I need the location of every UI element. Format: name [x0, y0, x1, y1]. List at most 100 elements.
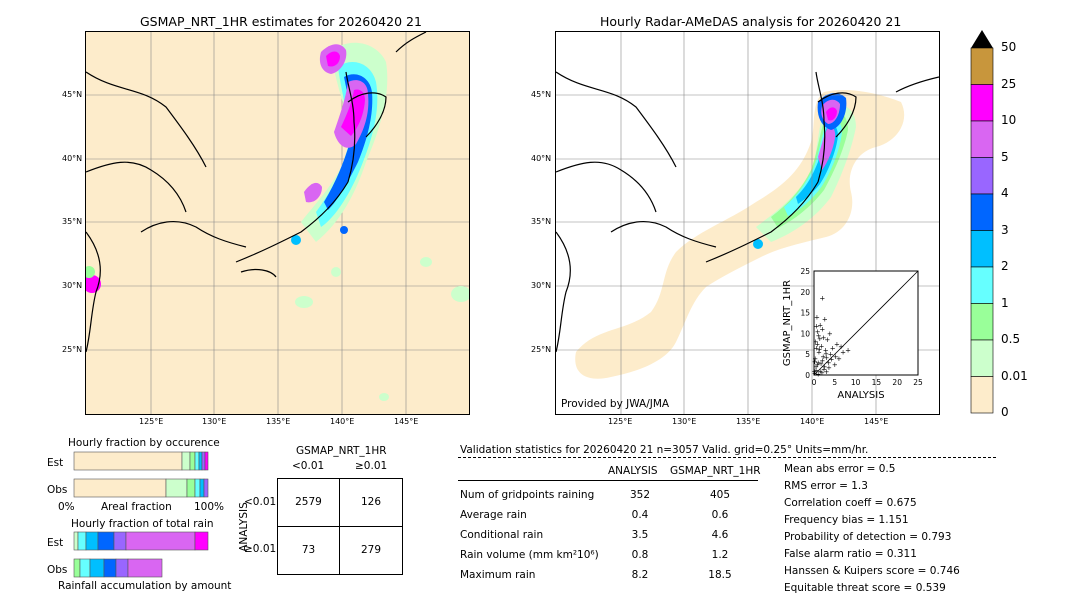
scatter-point: + — [838, 343, 844, 351]
validation-gsmap-value: 1.2 — [711, 549, 729, 561]
scatter-x-tick: 0 — [812, 378, 817, 387]
scatter-y-tick: 15 — [800, 309, 810, 318]
occurrence-obs-segment — [203, 478, 209, 498]
left-lon-tick: 135°E — [266, 417, 291, 426]
scatter-point: + — [815, 370, 821, 378]
right-map-title: Hourly Radar-AMeDAS analysis for 2026042… — [600, 14, 902, 29]
colorbar-label: 0 — [1001, 405, 1009, 419]
scatter-point: + — [840, 349, 846, 357]
right-lat-tick: 35°N — [531, 217, 552, 226]
scatter-point: + — [822, 315, 828, 323]
scatter-x-ticks: 0 5 10 15 20 25 — [812, 378, 923, 387]
occurrence-obs-segment — [73, 478, 167, 498]
score-line: Mean abs error = 0.5 — [784, 463, 896, 475]
scatter-y-tick: 5 — [805, 350, 810, 359]
scatter-point: + — [834, 340, 840, 348]
colorbar-segment — [970, 47, 994, 85]
validation-analysis-value: 3.5 — [631, 529, 649, 541]
colorbar-label: 2 — [1001, 259, 1009, 273]
occurrence-est-segment — [181, 451, 191, 471]
scatter-point: + — [824, 336, 830, 344]
left-map — [85, 31, 470, 415]
occurrence-est-segment — [194, 451, 200, 471]
validation-header: Validation statistics for 20260420 21 n=… — [460, 444, 869, 456]
scatter-point: + — [836, 355, 842, 363]
occurrence-bars — [73, 451, 209, 498]
scatter-point: + — [819, 342, 825, 350]
scatter-point: + — [824, 354, 830, 362]
colorbar-label: 4 — [1001, 186, 1009, 200]
score-line: RMS error = 1.3 — [784, 480, 868, 492]
scatter-point: + — [827, 330, 833, 338]
occurrence-xlabel: Areal fraction — [101, 501, 172, 513]
contingency-cell: 2579 — [295, 496, 322, 508]
scatter-point: + — [819, 295, 825, 303]
occurrence-tick-0: 0% — [58, 501, 75, 513]
colorbar-segment — [970, 120, 994, 158]
validation-row-label: Conditional rain — [460, 529, 544, 541]
colorbar-segment — [970, 84, 994, 122]
left-lat-tick: 40°N — [62, 154, 83, 163]
colorbar-label: 5 — [1001, 149, 1009, 164]
occurrence-est-segment — [73, 451, 183, 471]
total-rain-obs-label: Obs — [47, 564, 68, 576]
total-rain-obs-segment — [115, 558, 129, 578]
contingency-cell: 126 — [360, 496, 382, 508]
scatter-point: + — [821, 365, 827, 373]
total-rain-est-segment — [125, 531, 196, 551]
right-lon-tick: 130°E — [672, 417, 697, 426]
scatter-point: + — [813, 363, 819, 371]
scatter-point: + — [833, 353, 839, 361]
total-rain-est-segment — [73, 531, 79, 551]
scatter-point: + — [819, 357, 825, 365]
validation-gsmap-value: 18.5 — [708, 569, 732, 581]
total-rain-est-segment — [77, 531, 87, 551]
validation-divider — [458, 457, 996, 458]
scatter-point: + — [813, 367, 819, 375]
scatter-point: + — [832, 361, 838, 369]
right-lat-tick: 40°N — [531, 154, 552, 163]
validation-row-label: Num of gridpoints raining — [460, 489, 595, 501]
colorbar-extend-arrow — [971, 30, 993, 48]
total-rain-obs-segment — [79, 558, 91, 578]
total-rain-est-label: Est — [47, 537, 64, 549]
total-rain-est-segment — [97, 531, 115, 551]
validation-gsmap-value: 405 — [709, 489, 731, 501]
left-lat-tick: 25°N — [62, 345, 83, 354]
scatter-point: + — [817, 335, 823, 343]
scatter-point: + — [821, 334, 827, 342]
scatter-y-tick: 10 — [800, 329, 810, 338]
occurrence-obs-label: Obs — [47, 484, 68, 496]
total-rain-obs-segment — [89, 558, 105, 578]
colorbar-segment — [970, 266, 994, 304]
left-lon-tick: 145°E — [394, 417, 419, 426]
left-lon-tick: 140°E — [330, 417, 355, 426]
scatter-point: + — [819, 326, 825, 334]
scatter-points: +++++++++++ ++++++++++++++++ +++ ++++ +++ +++… — [811, 295, 851, 379]
contingency-table: 2579 126 73 279 — [277, 478, 403, 575]
score-line: Hanssen & Kuipers score = 0.746 — [784, 565, 960, 577]
scatter-point: + — [811, 367, 817, 375]
colorbar-segment — [970, 376, 994, 414]
contingency-col-header: <0.01 — [292, 460, 325, 472]
validation-gsmap-value: 4.6 — [711, 529, 729, 541]
contingency-cell: 73 — [301, 544, 316, 556]
colorbar-label: 50 — [1001, 40, 1017, 54]
occurrence-obs-segment — [199, 478, 205, 498]
scatter-point: + — [818, 360, 824, 368]
colorbar-label: 0.01 — [1001, 368, 1028, 383]
occurrence-est-segment — [189, 451, 196, 471]
colorbar-segment — [970, 303, 994, 341]
colorbar-segments — [970, 47, 994, 414]
left-lat-tick: 30°N — [62, 281, 83, 290]
validation-row-label: Maximum rain — [460, 569, 536, 581]
total-rain-est-segment — [194, 531, 209, 551]
validation-row-label: Average rain — [460, 509, 527, 521]
scatter-x-tick: 10 — [851, 378, 861, 387]
scatter-point: + — [814, 361, 820, 369]
colorbar-label: 0.5 — [1001, 332, 1021, 346]
contingency-divider — [278, 526, 402, 527]
scatter-point: + — [819, 369, 825, 377]
total-rain-est-segment — [113, 531, 127, 551]
scatter-point: + — [820, 353, 826, 361]
